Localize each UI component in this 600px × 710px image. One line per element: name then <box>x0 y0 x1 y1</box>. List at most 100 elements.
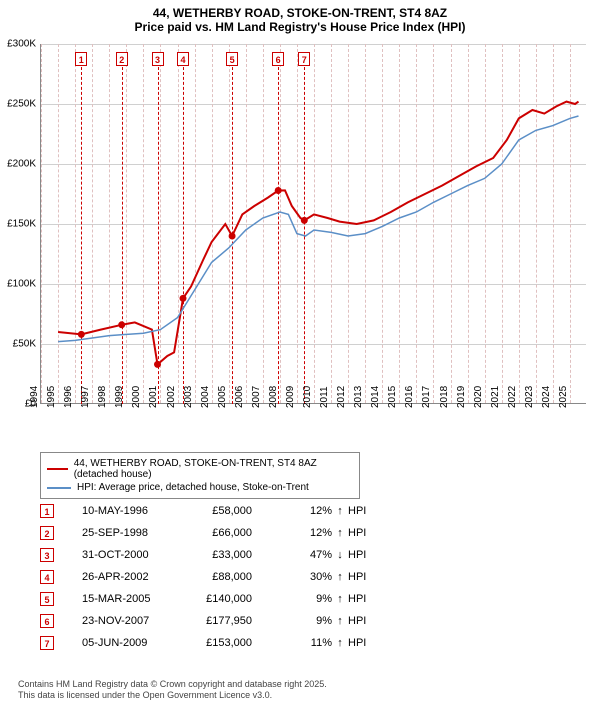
event-index-box: 3 <box>40 548 54 562</box>
x-axis-label: 2025 <box>558 386 569 408</box>
y-axis-label: £300K <box>0 39 36 50</box>
title-line-1: 44, WETHERBY ROAD, STOKE-ON-TRENT, ST4 8… <box>0 6 600 20</box>
arrow-up-icon: ↑ <box>332 527 348 539</box>
data-point-marker <box>301 217 308 224</box>
event-marker-box: 7 <box>298 52 310 66</box>
x-axis-label: 1998 <box>97 386 108 408</box>
x-axis-label: 2001 <box>148 386 159 408</box>
x-axis-label: 2004 <box>200 386 211 408</box>
x-axis-label: 1999 <box>114 386 125 408</box>
legend-swatch <box>47 468 68 470</box>
x-axis-label: 2011 <box>319 386 330 408</box>
data-point-marker <box>180 295 187 302</box>
event-percent: 9% <box>282 593 332 605</box>
event-hpi-label: HPI <box>348 527 378 539</box>
x-axis-label: 1994 <box>29 386 40 408</box>
event-price: £140,000 <box>192 593 282 605</box>
plot-area: 1234567 <box>40 44 586 404</box>
event-percent: 11% <box>282 637 332 649</box>
x-axis-label: 2010 <box>302 386 313 408</box>
event-hpi-label: HPI <box>348 593 378 605</box>
x-axis-label: 1997 <box>80 386 91 408</box>
event-hpi-label: HPI <box>348 505 378 517</box>
event-marker-box: 3 <box>152 52 164 66</box>
x-axis-label: 2015 <box>387 386 398 408</box>
legend-row: HPI: Average price, detached house, Stok… <box>47 481 353 494</box>
arrow-up-icon: ↑ <box>332 505 348 517</box>
event-marker-box: 6 <box>272 52 284 66</box>
event-table-row: 2 25-SEP-1998£66,00012%↑HPI <box>40 522 378 544</box>
x-axis-label: 2003 <box>183 386 194 408</box>
arrow-up-icon: ↑ <box>332 615 348 627</box>
y-axis-label: £50K <box>0 339 36 350</box>
event-price: £153,000 <box>192 637 282 649</box>
x-axis-label: 2000 <box>131 386 142 408</box>
event-date: 25-SEP-1998 <box>82 527 192 539</box>
legend-row: 44, WETHERBY ROAD, STOKE-ON-TRENT, ST4 8… <box>47 457 353 481</box>
event-table: 110-MAY-1996£58,00012%↑HPI225-SEP-1998£6… <box>40 500 378 654</box>
x-axis-label: 2024 <box>541 386 552 408</box>
event-date: 31-OCT-2000 <box>82 549 192 561</box>
data-point-marker <box>229 233 236 240</box>
x-axis-label: 2023 <box>524 386 535 408</box>
x-axis-label: 2017 <box>421 386 432 408</box>
x-axis-label: 1996 <box>63 386 74 408</box>
x-axis-label: 2016 <box>404 386 415 408</box>
event-index-box: 2 <box>40 526 54 540</box>
footer-line-1: Contains HM Land Registry data © Crown c… <box>18 679 327 691</box>
event-marker-box: 1 <box>75 52 87 66</box>
event-date: 15-MAR-2005 <box>82 593 192 605</box>
legend-label: 44, WETHERBY ROAD, STOKE-ON-TRENT, ST4 8… <box>74 458 353 480</box>
data-point-marker <box>275 187 282 194</box>
event-hpi-label: HPI <box>348 615 378 627</box>
y-axis-label: £250K <box>0 99 36 110</box>
event-percent: 9% <box>282 615 332 627</box>
x-axis-label: 2002 <box>166 386 177 408</box>
event-date: 05-JUN-2009 <box>82 637 192 649</box>
x-axis-label: 2006 <box>234 386 245 408</box>
event-table-row: 705-JUN-2009£153,00011%↑HPI <box>40 632 378 654</box>
arrow-up-icon: ↑ <box>332 571 348 583</box>
chart-area: 1234567 <box>40 44 586 404</box>
event-table-row: 331-OCT-2000£33,00047%↓HPI <box>40 544 378 566</box>
footer-line-2: This data is licensed under the Open Gov… <box>18 690 327 702</box>
arrow-up-icon: ↑ <box>332 593 348 605</box>
legend-swatch <box>47 487 71 489</box>
event-hpi-label: HPI <box>348 637 378 649</box>
x-axis-label: 2021 <box>490 386 501 408</box>
data-point-marker <box>154 361 161 368</box>
event-table-row: 623-NOV-2007£177,9509%↑HPI <box>40 610 378 632</box>
y-axis-label: £200K <box>0 159 36 170</box>
data-point-marker <box>118 321 125 328</box>
x-axis-label: 2012 <box>336 386 347 408</box>
x-axis-label: 2022 <box>507 386 518 408</box>
event-marker-box: 5 <box>226 52 238 66</box>
x-axis-label: 2007 <box>251 386 262 408</box>
line-svg <box>41 44 587 404</box>
chart-container: 44, WETHERBY ROAD, STOKE-ON-TRENT, ST4 8… <box>0 0 600 710</box>
x-axis-label: 2014 <box>370 386 381 408</box>
event-marker-box: 2 <box>116 52 128 66</box>
legend-label: HPI: Average price, detached house, Stok… <box>77 482 309 493</box>
x-axis-label: 2018 <box>439 386 450 408</box>
event-hpi-label: HPI <box>348 549 378 561</box>
event-percent: 47% <box>282 549 332 561</box>
data-point-marker <box>78 331 85 338</box>
title-block: 44, WETHERBY ROAD, STOKE-ON-TRENT, ST4 8… <box>0 0 600 36</box>
event-index-box: 4 <box>40 570 54 584</box>
series-line <box>58 102 578 365</box>
event-hpi-label: HPI <box>348 571 378 583</box>
x-axis-label: 2005 <box>217 386 228 408</box>
event-date: 10-MAY-1996 <box>82 505 192 517</box>
event-index-box: 6 <box>40 614 54 628</box>
event-price: £58,000 <box>192 505 282 517</box>
event-percent: 12% <box>282 527 332 539</box>
x-axis-label: 2019 <box>456 386 467 408</box>
event-date: 26-APR-2002 <box>82 571 192 583</box>
event-index-box: 7 <box>40 636 54 650</box>
x-axis-label: 2008 <box>268 386 279 408</box>
event-table-row: 426-APR-2002£88,00030%↑HPI <box>40 566 378 588</box>
event-index-box: 1 <box>40 504 54 518</box>
event-price: £66,000 <box>192 527 282 539</box>
event-price: £88,000 <box>192 571 282 583</box>
